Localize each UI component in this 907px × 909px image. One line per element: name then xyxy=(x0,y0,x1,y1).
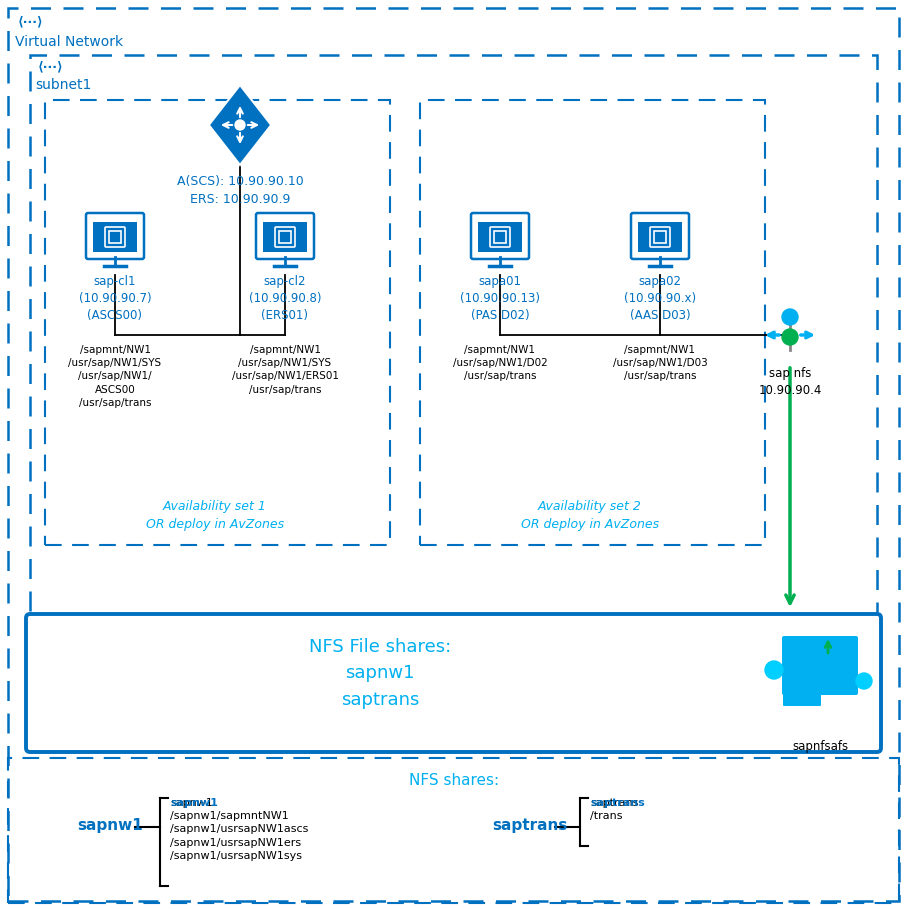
FancyBboxPatch shape xyxy=(86,213,144,259)
Circle shape xyxy=(856,673,872,689)
Text: /sapmnt/NW1
/usr/sap/NW1/SYS
/usr/sap/NW1/ERS01
/usr/sap/trans: /sapmnt/NW1 /usr/sap/NW1/SYS /usr/sap/NW… xyxy=(231,345,338,395)
FancyBboxPatch shape xyxy=(275,227,295,247)
Polygon shape xyxy=(209,85,271,165)
FancyBboxPatch shape xyxy=(783,692,821,706)
Text: sapnw1
/sapnw1/sapmntNW1
/sapnw1/usrsapNW1ascs
/sapnw1/usrsapNW1ers
/sapnw1/usrs: sapnw1 /sapnw1/sapmntNW1 /sapnw1/usrsapN… xyxy=(170,798,308,861)
Text: sapnw1: sapnw1 xyxy=(77,818,143,833)
FancyBboxPatch shape xyxy=(26,614,881,752)
FancyBboxPatch shape xyxy=(782,636,858,695)
Bar xyxy=(638,222,682,252)
Bar xyxy=(263,222,307,252)
Circle shape xyxy=(782,329,798,345)
Bar xyxy=(30,55,877,620)
Text: ⟨···⟩: ⟨···⟩ xyxy=(38,60,63,73)
Text: NFS File shares:
sapnw1
saptrans: NFS File shares: sapnw1 saptrans xyxy=(309,638,451,709)
Text: sapa01
(10.90.90.13)
(PAS D02): sapa01 (10.90.90.13) (PAS D02) xyxy=(460,275,540,322)
Text: saptrans: saptrans xyxy=(590,798,645,808)
Text: sapnw1: sapnw1 xyxy=(170,798,218,808)
Text: NFS shares:: NFS shares: xyxy=(409,773,499,788)
FancyBboxPatch shape xyxy=(105,227,125,247)
Bar xyxy=(420,100,765,545)
Text: sapnfsafs: sapnfsafs xyxy=(792,740,848,753)
Text: saptrans: saptrans xyxy=(493,818,568,833)
Text: /sapmnt/NW1
/usr/sap/NW1/D02
/usr/sap/trans: /sapmnt/NW1 /usr/sap/NW1/D02 /usr/sap/tr… xyxy=(453,345,548,382)
Text: Availability set 1
OR deploy in AvZones: Availability set 1 OR deploy in AvZones xyxy=(146,500,284,531)
Text: Availability set 2
OR deploy in AvZones: Availability set 2 OR deploy in AvZones xyxy=(521,500,659,531)
Bar xyxy=(8,758,899,903)
Circle shape xyxy=(782,309,798,325)
Bar xyxy=(45,100,390,545)
Text: ⟨···⟩: ⟨···⟩ xyxy=(18,15,44,28)
FancyBboxPatch shape xyxy=(471,213,529,259)
FancyBboxPatch shape xyxy=(631,213,689,259)
Text: sapa02
(10.90.90.x)
(AAS D03): sapa02 (10.90.90.x) (AAS D03) xyxy=(624,275,696,322)
Text: A(SCS): 10.90.90.10
ERS: 10.90.90.9: A(SCS): 10.90.90.10 ERS: 10.90.90.9 xyxy=(177,175,303,206)
Bar xyxy=(478,222,522,252)
Text: /sapmnt/NW1
/usr/sap/NW1/D03
/usr/sap/trans: /sapmnt/NW1 /usr/sap/NW1/D03 /usr/sap/tr… xyxy=(612,345,707,382)
FancyBboxPatch shape xyxy=(650,227,670,247)
FancyBboxPatch shape xyxy=(256,213,314,259)
Text: saptrans
/trans: saptrans /trans xyxy=(590,798,639,821)
Text: Virtual Network: Virtual Network xyxy=(15,35,123,49)
Text: subnet1: subnet1 xyxy=(35,78,92,92)
FancyBboxPatch shape xyxy=(490,227,510,247)
Text: /sapmnt/NW1
/usr/sap/NW1/SYS
/usr/sap/NW1/
ASCS00
/usr/sap/trans: /sapmnt/NW1 /usr/sap/NW1/SYS /usr/sap/NW… xyxy=(68,345,161,408)
Bar xyxy=(93,222,137,252)
Text: sap nfs
10.90.90.4: sap nfs 10.90.90.4 xyxy=(758,367,822,397)
Text: sap-cl1
(10.90.90.7)
(ASCS00): sap-cl1 (10.90.90.7) (ASCS00) xyxy=(79,275,151,322)
Circle shape xyxy=(235,120,245,130)
Circle shape xyxy=(765,661,783,679)
Text: sap-cl2
(10.90.90.8)
(ERS01): sap-cl2 (10.90.90.8) (ERS01) xyxy=(249,275,321,322)
